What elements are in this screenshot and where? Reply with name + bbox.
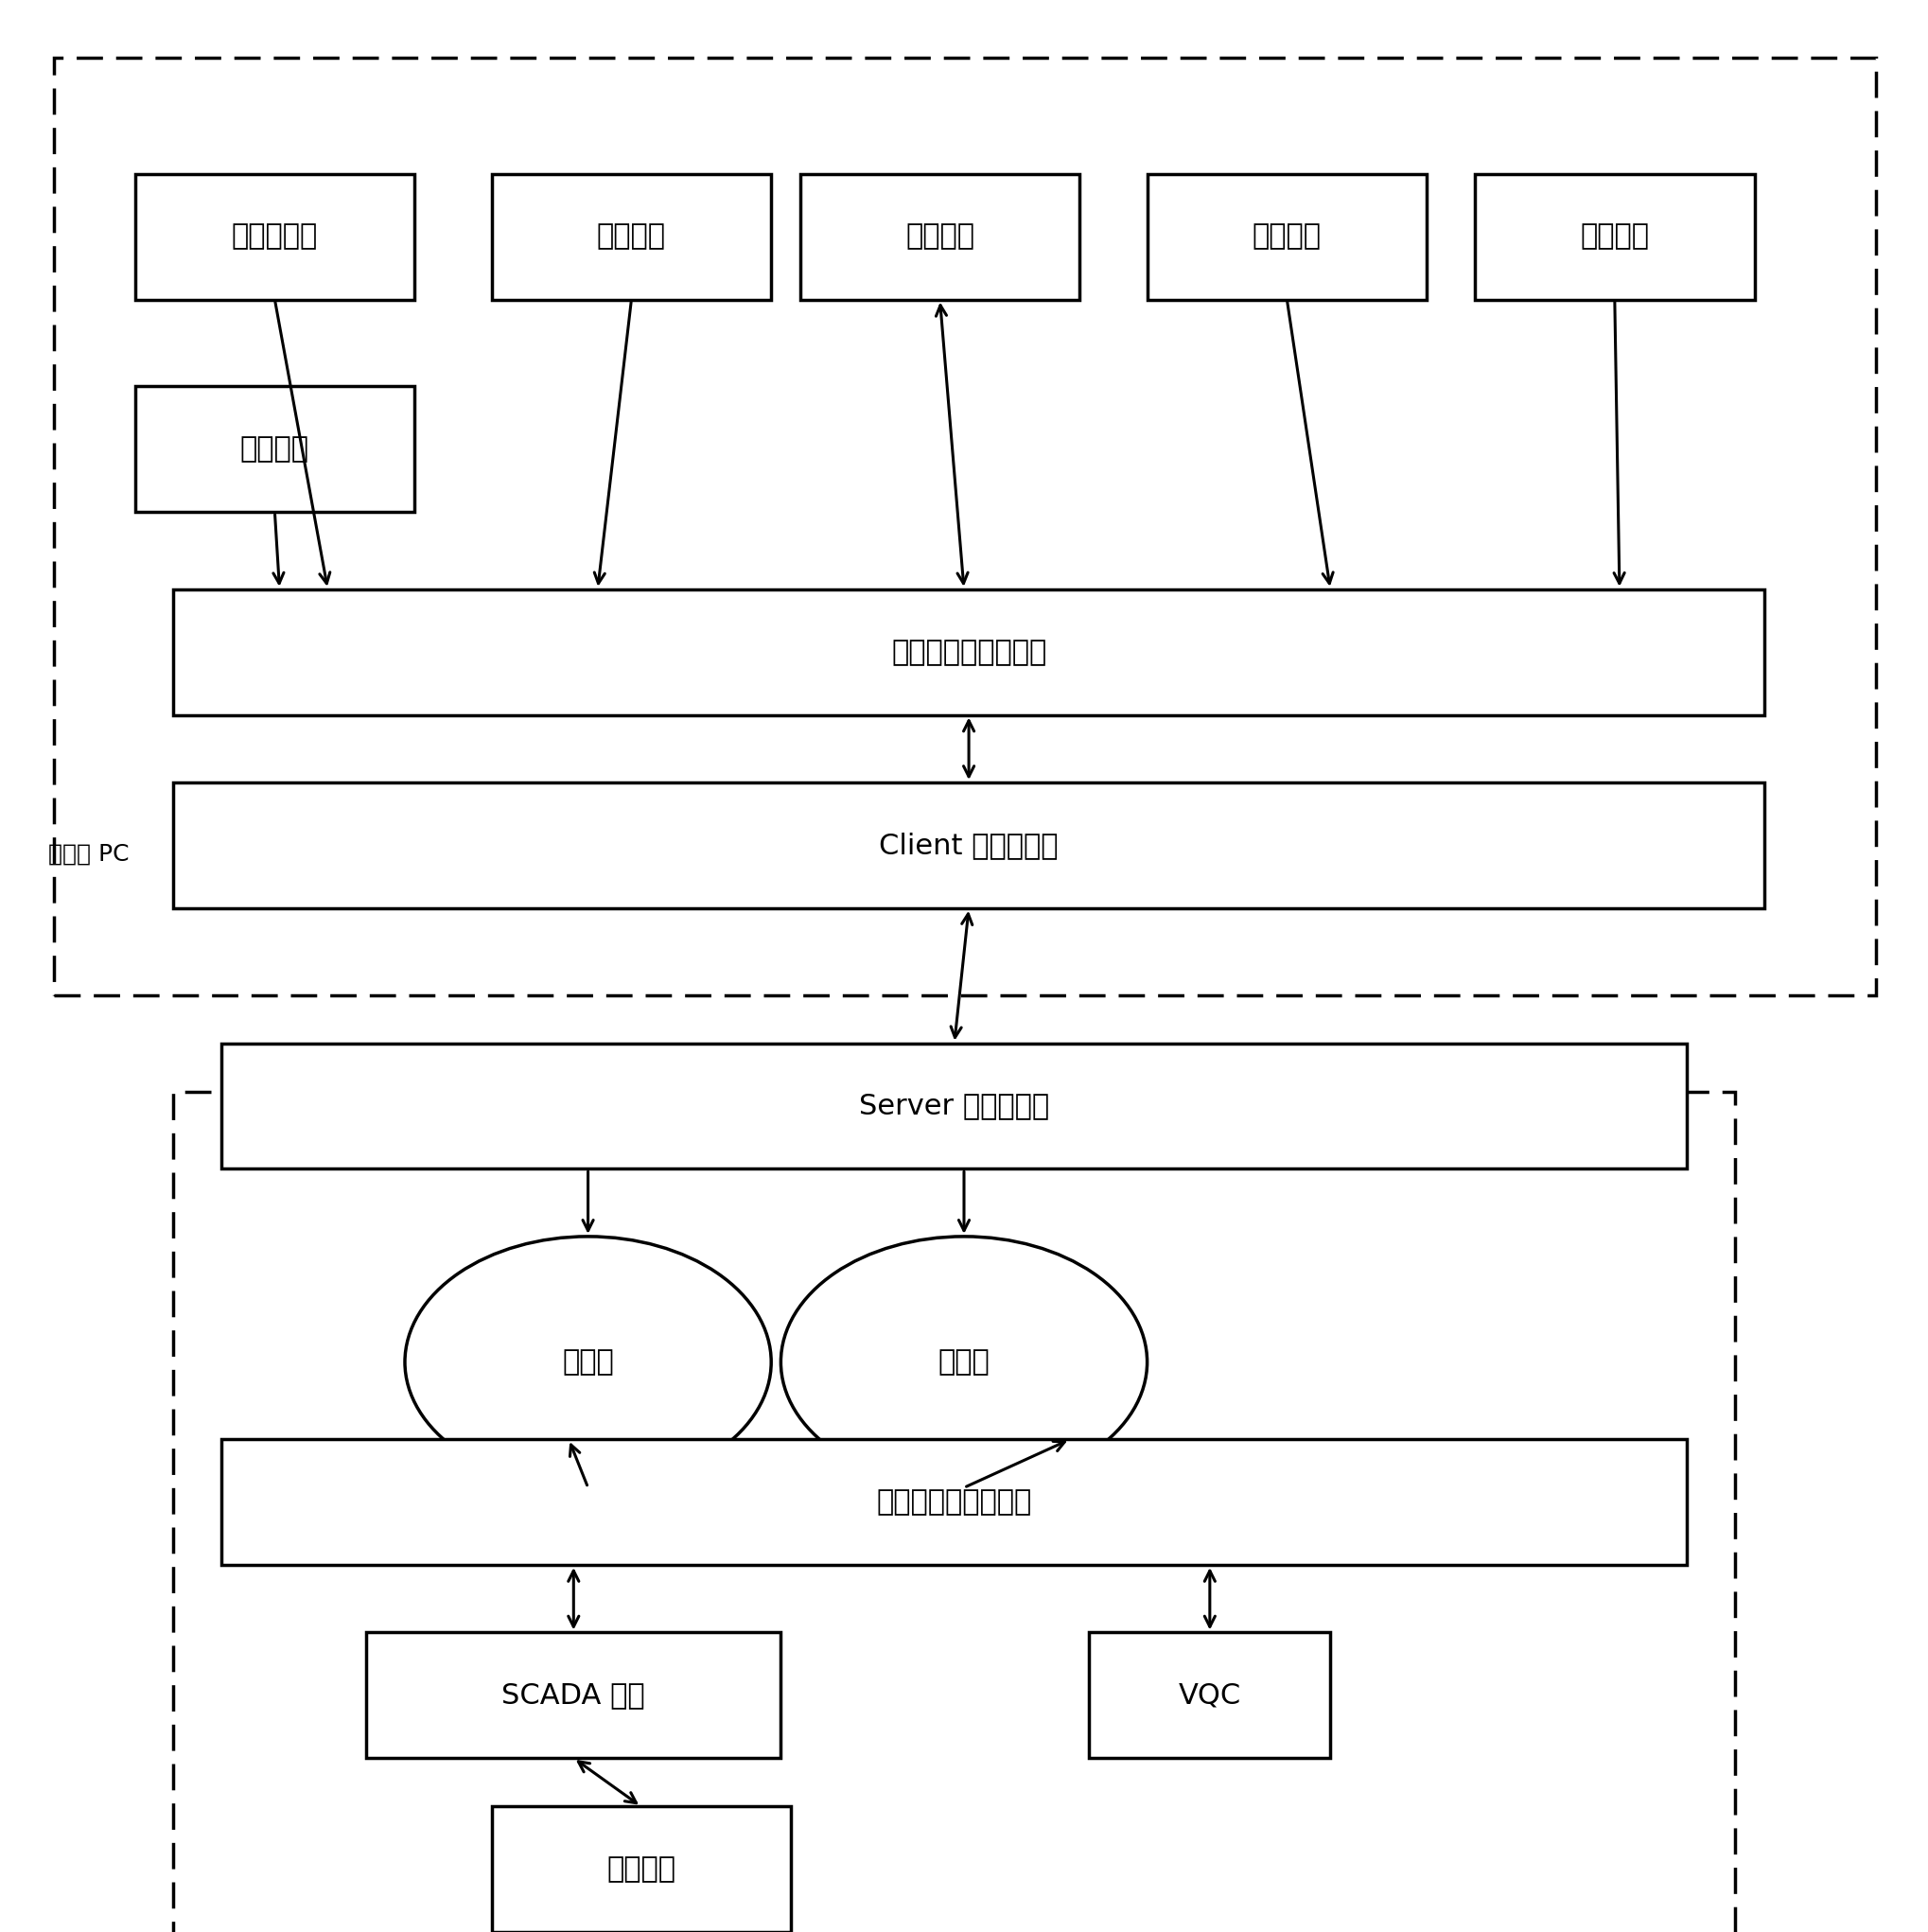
Text: 实时库: 实时库 (939, 1349, 989, 1376)
FancyBboxPatch shape (222, 1043, 1687, 1169)
Text: 报表工具: 报表工具 (906, 222, 974, 251)
Text: 图形监视: 图形监视 (1253, 222, 1321, 251)
Text: 数据库组态: 数据库组态 (231, 222, 318, 251)
Text: 保护信息: 保护信息 (1581, 222, 1648, 251)
Ellipse shape (405, 1236, 771, 1488)
FancyBboxPatch shape (492, 1806, 790, 1932)
Text: 统一数据库访问接口: 统一数据库访问接口 (877, 1488, 1031, 1517)
Text: Server 端网络接口: Server 端网络接口 (860, 1092, 1049, 1121)
FancyBboxPatch shape (1147, 174, 1427, 299)
Text: 图形编辑: 图形编辑 (598, 222, 665, 251)
FancyBboxPatch shape (222, 1439, 1687, 1565)
Text: 便携式 PC: 便携式 PC (48, 842, 129, 866)
Text: 事件浏览: 事件浏览 (241, 435, 308, 464)
Text: 历史库: 历史库 (563, 1349, 613, 1376)
Text: 统一数据库访问接口: 统一数据库访问接口 (891, 638, 1047, 667)
FancyBboxPatch shape (135, 174, 415, 299)
FancyBboxPatch shape (135, 386, 415, 512)
Ellipse shape (781, 1236, 1147, 1488)
FancyBboxPatch shape (1475, 174, 1754, 299)
FancyBboxPatch shape (366, 1633, 781, 1758)
FancyBboxPatch shape (174, 782, 1764, 908)
FancyBboxPatch shape (174, 589, 1764, 715)
FancyBboxPatch shape (800, 174, 1080, 299)
Text: VQC: VQC (1178, 1681, 1242, 1710)
Text: Client 端网络接口: Client 端网络接口 (879, 831, 1058, 860)
FancyBboxPatch shape (1089, 1633, 1330, 1758)
Text: 前置处理: 前置处理 (607, 1855, 675, 1884)
FancyBboxPatch shape (492, 174, 771, 299)
Text: SCADA 处理: SCADA 处理 (501, 1681, 646, 1710)
